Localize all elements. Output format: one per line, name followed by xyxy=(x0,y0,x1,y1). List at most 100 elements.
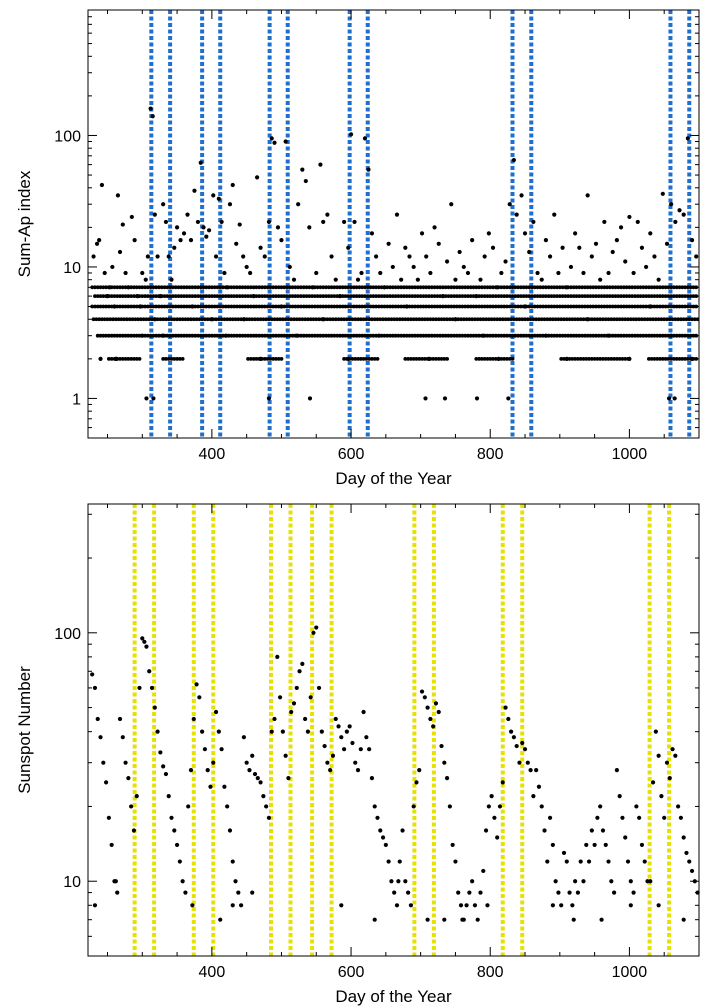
data-point xyxy=(248,304,253,309)
data-point xyxy=(658,304,662,309)
data-point xyxy=(644,304,649,309)
data-point xyxy=(457,285,462,290)
data-point xyxy=(276,333,281,338)
data-point xyxy=(132,304,136,309)
data-point xyxy=(449,294,454,299)
data-point xyxy=(385,304,390,309)
data-point xyxy=(290,285,295,290)
data-point xyxy=(102,317,107,322)
data-point xyxy=(435,294,440,299)
data-point xyxy=(126,294,131,299)
data-point xyxy=(652,333,657,338)
data-point xyxy=(383,842,388,848)
data-point xyxy=(442,396,448,401)
data-point xyxy=(446,285,451,290)
data-point xyxy=(232,294,237,299)
data-point xyxy=(134,333,139,338)
data-point xyxy=(577,304,582,309)
data-point xyxy=(182,304,186,309)
data-point xyxy=(688,333,693,338)
data-point xyxy=(507,356,512,361)
data-point xyxy=(123,760,128,765)
data-point xyxy=(243,294,248,299)
data-point xyxy=(237,285,242,290)
data-point xyxy=(395,317,399,322)
data-point xyxy=(633,304,637,309)
data-point xyxy=(314,270,319,276)
data-point xyxy=(566,304,571,309)
data-point xyxy=(569,333,573,338)
data-point xyxy=(315,294,320,299)
data-point xyxy=(271,304,276,309)
data-point xyxy=(414,780,419,785)
data-point xyxy=(652,294,657,299)
data-point xyxy=(339,903,344,908)
data-point xyxy=(594,294,598,299)
data-point xyxy=(279,285,284,290)
data-point xyxy=(626,317,630,322)
data-point xyxy=(524,294,529,299)
data-point xyxy=(417,768,422,773)
data-point xyxy=(297,669,302,674)
data-point xyxy=(577,333,582,338)
data-point xyxy=(296,202,301,207)
data-point xyxy=(631,270,636,276)
data-point xyxy=(172,356,177,361)
data-point xyxy=(552,212,557,217)
data-point xyxy=(691,294,696,299)
data-point xyxy=(627,214,632,220)
data-point xyxy=(503,317,508,322)
data-point xyxy=(222,317,227,322)
data-point xyxy=(102,270,107,276)
data-point xyxy=(585,304,590,309)
data-point xyxy=(644,285,649,290)
data-point xyxy=(580,294,584,299)
data-point xyxy=(92,903,98,908)
data-point xyxy=(219,747,224,752)
data-point xyxy=(365,304,370,309)
data-point xyxy=(425,917,430,922)
data-point xyxy=(329,304,334,309)
data-point xyxy=(556,317,561,322)
data-point xyxy=(571,294,576,299)
data-point xyxy=(151,333,156,338)
data-point xyxy=(578,859,583,864)
data-point xyxy=(556,890,561,895)
data-point xyxy=(454,333,459,338)
data-point xyxy=(488,294,493,299)
data-point xyxy=(280,317,285,322)
data-point xyxy=(361,356,366,361)
data-point xyxy=(449,304,454,309)
data-point xyxy=(287,294,292,299)
data-point xyxy=(396,304,401,309)
data-point xyxy=(518,304,523,309)
data-point xyxy=(589,828,594,833)
data-point xyxy=(268,356,273,361)
data-point xyxy=(115,285,120,290)
data-point xyxy=(569,304,573,309)
data-point xyxy=(610,294,615,299)
data-point xyxy=(614,768,619,773)
data-point xyxy=(669,285,674,290)
data-point xyxy=(601,356,605,361)
data-point xyxy=(161,764,166,769)
data-point xyxy=(371,285,376,290)
data-point xyxy=(136,317,141,322)
data-point xyxy=(532,285,537,290)
data-point xyxy=(491,333,495,338)
data-point xyxy=(322,743,327,749)
data-point xyxy=(571,333,576,338)
data-point xyxy=(578,356,583,361)
data-point xyxy=(335,333,340,338)
data-point xyxy=(641,333,646,338)
data-point xyxy=(166,794,171,799)
data-point xyxy=(630,333,635,338)
data-point xyxy=(452,285,456,290)
data-point xyxy=(666,304,671,309)
data-point xyxy=(610,304,615,309)
data-point xyxy=(574,333,579,338)
data-point xyxy=(198,333,203,338)
data-point xyxy=(137,285,142,290)
data-point xyxy=(421,333,426,338)
data-point xyxy=(563,294,568,299)
